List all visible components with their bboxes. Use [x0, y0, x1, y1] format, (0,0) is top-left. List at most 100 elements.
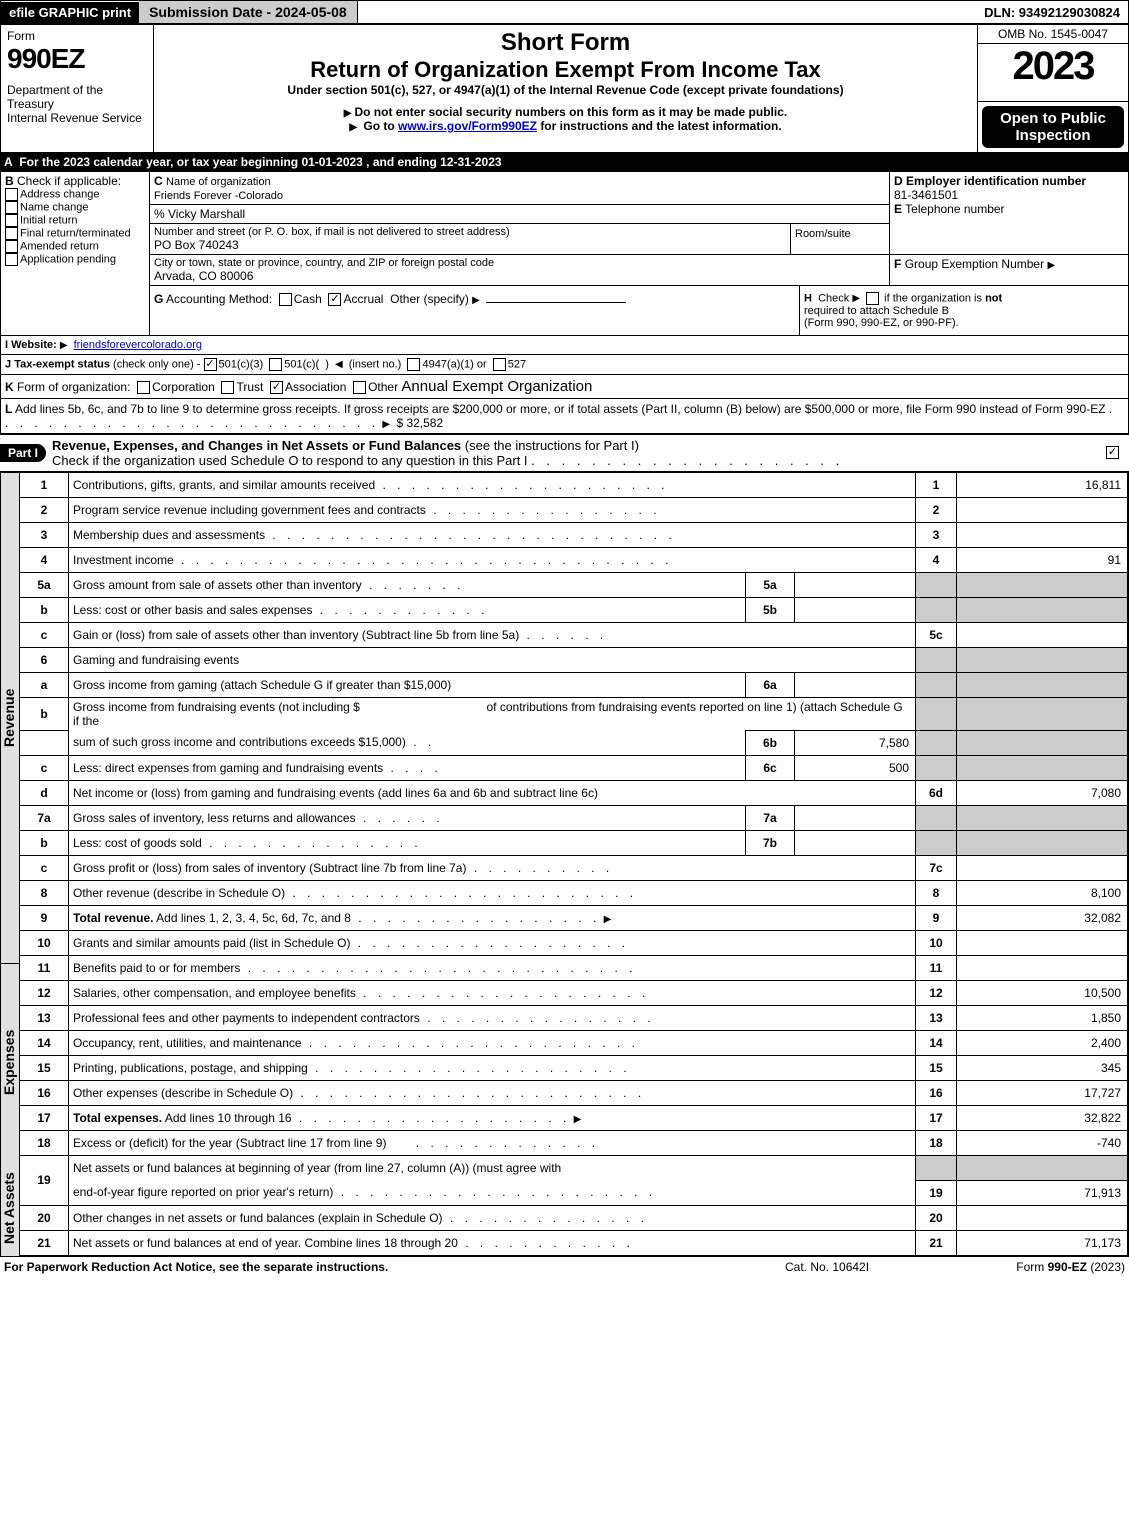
chk-address[interactable]: Address change	[5, 188, 145, 201]
arrow-icon	[574, 1111, 585, 1125]
irs-link[interactable]: www.irs.gov/Form990EZ	[398, 119, 537, 133]
arrow-icon	[852, 292, 863, 304]
amt-21: 71,173	[957, 1230, 1128, 1255]
efile-print-label[interactable]: efile GRAPHIC print	[1, 2, 139, 23]
part-i-header: Part I Revenue, Expenses, and Changes in…	[0, 434, 1129, 472]
sec-h-schedb: required to attach Schedule B	[804, 305, 949, 317]
chk-initial[interactable]: Initial return	[5, 214, 145, 227]
sec-k-label: K	[5, 380, 14, 394]
cat-no: Cat. No. 10642I	[785, 1260, 945, 1274]
amt-10	[957, 930, 1128, 955]
sec-d-text: Employer identification number	[906, 174, 1086, 188]
chk-501c3[interactable]	[204, 358, 217, 371]
amt-2	[957, 497, 1128, 522]
amt-12: 10,500	[957, 980, 1128, 1005]
chk-other-org[interactable]	[353, 381, 366, 394]
dept-treasury: Department of the Treasury	[7, 83, 147, 111]
line-8: 8 Other revenue (describe in Schedule O)…	[20, 880, 1128, 905]
room-suite-lbl: Room/suite	[795, 228, 851, 240]
line-6: 6 Gaming and fundraising events	[20, 647, 1128, 672]
sec-c-label: C	[154, 174, 163, 188]
chk-final[interactable]: Final return/terminated	[5, 227, 145, 240]
chk-501c[interactable]	[269, 358, 282, 371]
netassets-side-label: Net Assets	[1, 1160, 19, 1256]
footer-form-num: 990-EZ	[1048, 1260, 1087, 1274]
chk-trust[interactable]	[221, 381, 234, 394]
line-6b-2: sum of such gross income and contributio…	[20, 730, 1128, 755]
other-org-value: Annual Exempt Organization	[401, 378, 592, 395]
line-17: 17 Total expenses. Add lines 10 through …	[20, 1105, 1128, 1130]
amt-13: 1,850	[957, 1005, 1128, 1030]
chk-527[interactable]	[493, 358, 506, 371]
line-7c: c Gross profit or (loss) from sales of i…	[20, 855, 1128, 880]
chk-4947[interactable]	[407, 358, 420, 371]
chk-amended[interactable]: Amended return	[5, 240, 145, 253]
sec-g-label: G	[154, 292, 163, 306]
sec-h-forms: (Form 990, 990-EZ, or 990-PF).	[804, 317, 959, 329]
part-i-title: Revenue, Expenses, and Changes in Net As…	[52, 438, 461, 453]
line-3: 3 Membership dues and assessments . . . …	[20, 522, 1128, 547]
tax-year: 2023	[978, 44, 1128, 89]
sec-f-text: Group Exemption Number	[905, 257, 1044, 271]
no-ssn-note: Do not enter social security numbers on …	[354, 105, 787, 119]
footer-form-word: Form	[1016, 1260, 1044, 1274]
gross-receipts: $ 32,582	[396, 416, 443, 430]
chk-pending[interactable]: Application pending	[5, 253, 145, 266]
part-i-checkline: Check if the organization used Schedule …	[52, 453, 528, 468]
amt-18: -740	[957, 1130, 1128, 1155]
line-14: 14 Occupancy, rent, utilities, and maint…	[20, 1030, 1128, 1055]
part-i-note: (see the instructions for Part I)	[465, 438, 639, 453]
line-19b: end-of-year figure reported on prior yea…	[20, 1180, 1128, 1205]
amt-9: 32,082	[957, 905, 1128, 930]
line-6b: b Gross income from fundraising events (…	[20, 697, 1128, 730]
line-21: 21 Net assets or fund balances at end of…	[20, 1230, 1128, 1255]
street-lbl: Number and street (or P. O. box, if mail…	[154, 226, 786, 238]
line-9: 9 Total revenue. Add lines 1, 2, 3, 4, 5…	[20, 905, 1128, 930]
amt-20	[957, 1205, 1128, 1230]
amt-1: 16,811	[957, 472, 1128, 497]
sec-f-label: F	[894, 257, 901, 271]
chk-cash[interactable]	[279, 293, 292, 306]
arrow-icon	[60, 339, 71, 351]
sec-j-text: Tax-exempt status	[14, 358, 110, 370]
dln-number: DLN: 93492129030824	[976, 2, 1128, 23]
sec-i-label: I	[5, 339, 8, 351]
line-13: 13 Professional fees and other payments …	[20, 1005, 1128, 1030]
sec-h-ifnot: if the organization is	[884, 292, 982, 304]
amt-16: 17,727	[957, 1080, 1128, 1105]
line-15: 15 Printing, publications, postage, and …	[20, 1055, 1128, 1080]
chk-accrual[interactable]	[328, 293, 341, 306]
amt-5c	[957, 622, 1128, 647]
sec-b-label: B	[5, 174, 14, 188]
chk-name[interactable]: Name change	[5, 201, 145, 214]
street-value: PO Box 740243	[154, 238, 786, 252]
line-16: 16 Other expenses (describe in Schedule …	[20, 1080, 1128, 1105]
chk-assoc[interactable]	[270, 381, 283, 394]
amt-11	[957, 955, 1128, 980]
sec-a-label: A	[4, 155, 13, 169]
chk-schedule-o[interactable]	[1106, 446, 1119, 459]
sec-h-label: H	[804, 292, 812, 304]
website-link[interactable]: friendsforevercolorado.org	[74, 339, 202, 351]
arrow-icon	[1047, 257, 1058, 271]
city-value: Arvada, CO 80006	[154, 269, 885, 283]
line-7a: 7a Gross sales of inventory, less return…	[20, 805, 1128, 830]
line-6a: a Gross income from gaming (attach Sched…	[20, 672, 1128, 697]
line-10: 10 Grants and similar amounts paid (list…	[20, 930, 1128, 955]
line-20: 20 Other changes in net assets or fund b…	[20, 1205, 1128, 1230]
line-18: 18 Excess or (deficit) for the year (Sub…	[20, 1130, 1128, 1155]
sec-b-checkif: Check if applicable:	[17, 174, 121, 188]
amt-15: 345	[957, 1055, 1128, 1080]
submission-date: Submission Date - 2024-05-08	[139, 1, 358, 23]
line-6c: c Less: direct expenses from gaming and …	[20, 755, 1128, 780]
amt-19: 71,913	[957, 1180, 1128, 1205]
revenue-side-label: Revenue	[1, 472, 19, 963]
pra-notice: For Paperwork Reduction Act Notice, see …	[4, 1260, 785, 1274]
goto-suffix: for instructions and the latest informat…	[540, 119, 781, 133]
line-2: 2 Program service revenue including gove…	[20, 497, 1128, 522]
amt-7c	[957, 855, 1128, 880]
chk-corp[interactable]	[137, 381, 150, 394]
chk-h[interactable]	[866, 292, 879, 305]
sec-c-name-lbl: Name of organization	[166, 176, 271, 188]
short-form-title: Short Form	[160, 29, 971, 57]
